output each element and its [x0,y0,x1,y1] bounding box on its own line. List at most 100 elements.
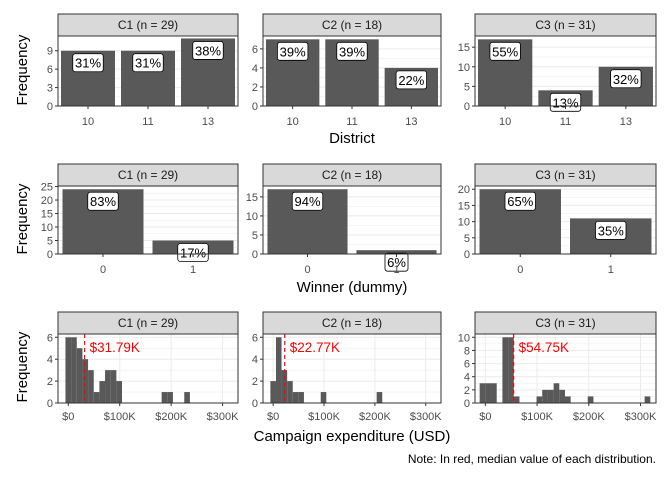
histogram-bar [270,381,276,403]
facet-strip-label: C2 (n = 18) [322,168,382,182]
x-axis-title: District [329,130,376,147]
histogram-bar [167,392,173,403]
panel-border [57,185,239,255]
y-tick-label: 6 [252,332,258,344]
x-tick-label: $200K [155,411,187,423]
x-tick-label: 0 [517,264,523,276]
panel-border [57,333,239,404]
y-tick-label: 6 [252,44,258,56]
y-tick-label: 4 [47,354,53,366]
figure-note: Note: In red, median value of each distr… [408,452,656,466]
histogram-bar [99,381,106,403]
bar-label-box [489,41,521,61]
facet-panel-1: C1 (n = 29) 0 3 6 9 31% 10 31% 11 38% 13 [47,13,239,128]
chart-row-1: Frequency District C1 (n = 29) 0 3 6 9 31% 10 31%… [14,13,657,147]
x-axis-title: Winner (dummy) [297,279,408,296]
y-tick-label: 8 [464,345,470,357]
facet-strip-label: C2 (n = 18) [322,18,382,32]
histogram-bar [116,381,123,403]
y-tick-label: 0 [47,398,53,410]
x-tick-label: 13 [202,116,214,128]
histogram-bar [559,389,565,403]
y-tick-label: 0 [47,101,53,113]
histogram-bar [536,396,543,403]
x-tick-label: $0 [267,411,279,423]
x-tick-label: 0 [100,264,106,276]
panel-border [57,35,239,107]
y-tick-label: 2 [47,376,53,388]
x-tick-label: $100K [521,411,553,423]
bar-label-box [291,191,324,211]
histogram-bar [587,396,594,403]
x-tick-label: $300K [410,411,442,423]
histogram-bar [298,392,304,403]
y-tick-label: 2 [252,376,258,388]
bar [356,250,437,254]
bar-label: 35% [598,223,624,238]
y-tick-label: 0 [464,398,470,410]
x-tick-label: 13 [405,116,417,128]
x-tick-label: 1 [190,264,196,276]
bar-label-box [336,41,368,61]
histogram-bar [547,389,554,403]
y-tick-label: 20 [458,184,470,196]
histogram-bar [508,337,514,403]
y-tick-label: 4 [464,372,470,384]
y-tick-label: 10 [458,332,470,344]
histogram-bar [71,337,77,403]
y-tick-label: 25 [41,182,53,194]
bar-label: 83% [90,194,116,209]
histogram-bar [275,337,282,403]
bar-label-box [610,69,642,89]
x-tick-label: $100K [308,411,340,423]
y-tick-label: 0 [464,249,470,261]
y-axis-title: Frequency [14,183,31,254]
bar-label: 39% [280,44,306,59]
x-tick-label: 11 [142,116,153,128]
histogram-bar [161,392,168,403]
y-tick-label: 9 [47,46,53,58]
x-tick-label: 10 [82,116,94,128]
panel-border [474,35,657,107]
facet-strip-label: C3 (n = 31) [535,316,595,330]
y-tick-label: 3 [47,83,53,95]
x-tick-label: 11 [560,116,571,128]
x-axis-title: Campaign expenditure (USD) [254,428,451,445]
y-tick-label: 0 [252,101,258,113]
x-tick-label: $100K [104,411,136,423]
bar-label: 6% [387,255,406,270]
y-tick-label: 15 [41,209,53,221]
histogram-bar [292,392,299,403]
facet-strip-label: C1 (n = 29) [118,18,178,32]
facet-strip-label: C3 (n = 31) [535,168,595,182]
y-axis-title: Frequency [14,331,31,402]
bar-label: 65% [507,194,533,209]
histogram-bar [65,337,72,403]
facet-panel-2: C2 (n = 18) 0 2 4 6 39% 10 39% 11 22% 13 [252,13,442,128]
x-tick-label: 10 [499,116,511,128]
median-label: $54.75K [519,340,569,355]
x-tick-label: 10 [287,116,299,128]
bar-label: 22% [398,73,424,88]
bar-label: 13% [552,95,578,110]
histogram-bar [502,337,509,403]
bar-label: 17% [180,246,206,261]
x-tick-label: $300K [625,411,657,423]
x-tick-label: 1 [608,264,614,276]
y-tick-label: 15 [458,42,470,54]
y-tick-label: 10 [246,211,258,223]
y-tick-label: 0 [464,101,470,113]
histogram-bar [542,389,548,403]
bar-label: 55% [492,44,518,59]
bar-label-box [72,53,104,73]
panel-border [474,333,657,404]
y-tick-label: 0 [252,249,258,261]
y-tick-label: 5 [252,230,258,242]
chart-row-3: Frequency Campaign expenditure (USD) C1 (n… [14,311,657,445]
y-tick-label: 6 [47,64,53,76]
histogram-bar [491,383,497,403]
facet-panel-1: C1 (n = 29) 0 2 4 6 $0 $100K $200K $300K $31.79K [47,311,239,423]
y-tick-label: 10 [458,62,470,74]
histogram-bar [105,370,111,403]
